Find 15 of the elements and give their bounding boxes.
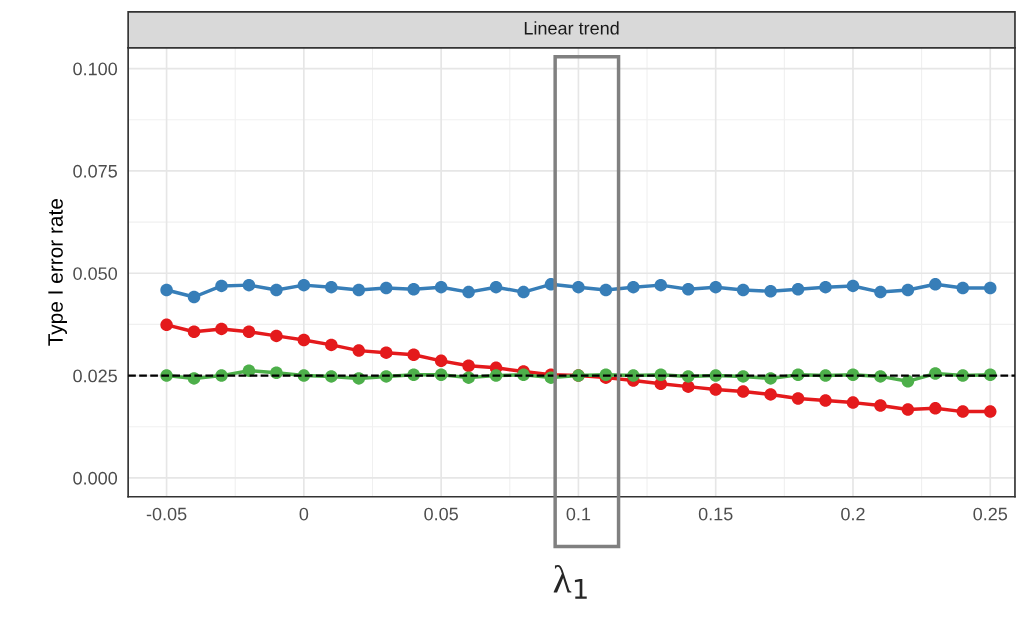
y-tick-label: 0.050 (73, 267, 118, 280)
x-tick-label: 0.15 (698, 507, 733, 521)
x-tick-label: 0.25 (973, 507, 1008, 521)
y-tick-label: 0.100 (73, 62, 118, 76)
x-axis-title: λ$_{1}$ (553, 565, 587, 599)
y-tick-label: 0.000 (73, 471, 118, 485)
x-tick-label: 0.2 (841, 507, 865, 521)
x-tick-label: -0.05 (146, 507, 187, 521)
x-tick-label: 0.1 (566, 507, 591, 521)
y-tick-label: 0.075 (73, 164, 117, 178)
x-tick-label: 0.05 (424, 507, 458, 521)
y-tick-label: 0.025 (73, 369, 117, 383)
y-axis-title: Type I error rate (48, 199, 67, 346)
x-tick-label: 0 (299, 507, 309, 521)
chart-title: Linear trend (524, 21, 619, 35)
